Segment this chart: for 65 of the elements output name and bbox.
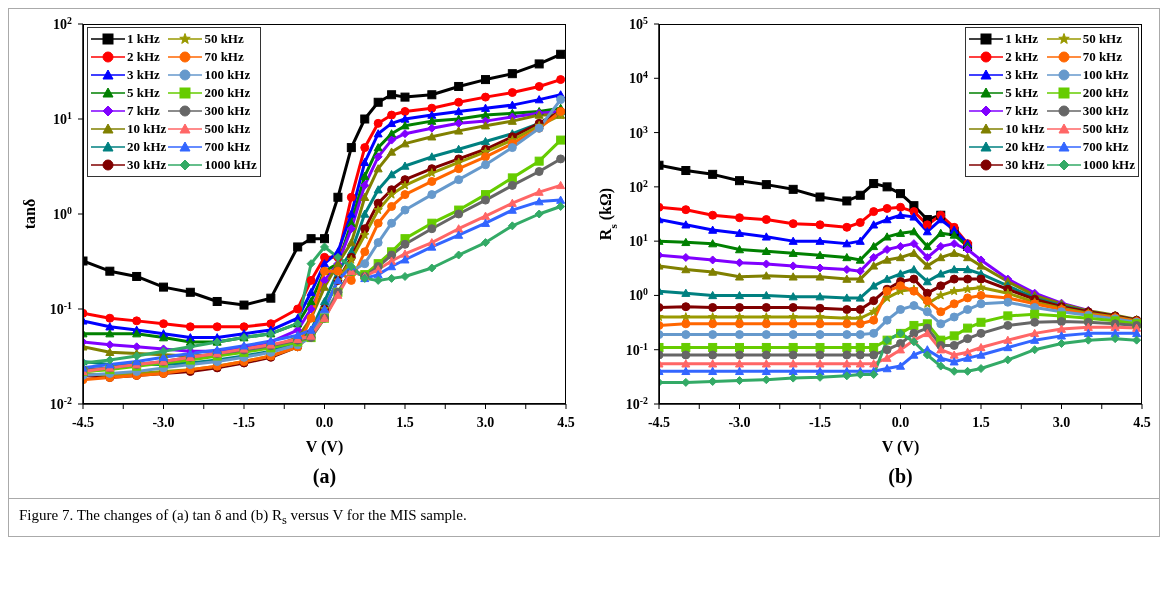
x-tick-label: -1.5 — [808, 415, 832, 430]
legend-label: 2 kHz — [1005, 48, 1039, 66]
legend-label: 3 kHz — [1005, 66, 1039, 84]
legend-label: 70 kHz — [1082, 48, 1122, 66]
y-tick-label: 10$^{3}$ — [629, 123, 649, 141]
x-axis-title: V (V) — [305, 438, 344, 456]
legend-label: 30 kHz — [127, 156, 167, 174]
x-axis-title: V (V) — [881, 438, 920, 456]
x-tick-label: -4.5 — [71, 415, 95, 430]
y-tick-label: 10$^{2}$ — [629, 177, 649, 195]
y-tick-label: 10$^{0}$ — [629, 285, 649, 304]
legend-label: 200 kHz — [1082, 84, 1129, 102]
legend-label: 2 kHz — [127, 48, 160, 66]
legend-label: 30 kHz — [1005, 156, 1045, 174]
y-tick-label: 10$^{5}$ — [629, 14, 649, 32]
x-tick-label: -3.0 — [152, 415, 175, 430]
x-tick-label: 0.0 — [891, 415, 910, 430]
legend-label: 70 kHz — [204, 48, 244, 66]
legend-label: 20 kHz — [127, 138, 167, 156]
y-tick-label: 10$^{-2}$ — [625, 394, 649, 412]
x-tick-label: -1.5 — [232, 415, 256, 430]
y-axis-title: tanδ — [21, 198, 38, 230]
x-tick-label: 4.5 — [557, 415, 575, 430]
y-tick-label: 10$^{1}$ — [629, 231, 649, 250]
legend-label: 7 kHz — [127, 102, 160, 120]
y-tick-label: 10$^{0}$ — [53, 204, 73, 222]
legend-label: 700 kHz — [204, 138, 251, 156]
legend-label: 10 kHz — [1005, 120, 1045, 138]
x-tick-label: 1.5 — [972, 415, 990, 430]
x-tick-label: 3.0 — [476, 415, 495, 430]
x-tick-label: -3.0 — [728, 415, 751, 430]
legend-label: 3 kHz — [127, 66, 160, 84]
legend-label: 300 kHz — [1082, 102, 1129, 120]
legend-label: 5 kHz — [127, 84, 160, 102]
y-tick-label: 10$^{4}$ — [629, 68, 649, 87]
text: (b) — [887, 465, 914, 488]
x-tick-label: 1.5 — [396, 415, 414, 430]
legend-label: 100 kHz — [1082, 66, 1129, 84]
legend-label: 1 kHz — [127, 30, 160, 48]
x-tick-label: 3.0 — [1052, 415, 1071, 430]
legend-label: 500 kHz — [204, 120, 251, 138]
y-tick-label: 10$^{-2}$ — [49, 394, 73, 412]
legend-label: 1000 kHz — [204, 156, 257, 174]
y-tick-label: 10$^{-1}$ — [625, 340, 649, 358]
legend-label: 50 kHz — [204, 30, 244, 48]
x-tick-label: -4.5 — [647, 415, 671, 430]
legend-label: 500 kHz — [1082, 120, 1129, 138]
text: (a) — [311, 465, 338, 488]
x-tick-label: 0.0 — [315, 415, 334, 430]
legend-label: 10 kHz — [127, 120, 167, 138]
y-tick-label: 10$^{2}$ — [53, 14, 73, 32]
legend-label: 1000 kHz — [1082, 156, 1135, 174]
legend-label: 1 kHz — [1005, 30, 1039, 48]
legend-label: 100 kHz — [204, 66, 251, 84]
legend-label: 300 kHz — [204, 102, 251, 120]
legend-label: 7 kHz — [1005, 102, 1039, 120]
x-tick-label: 4.5 — [1133, 415, 1151, 430]
y-tick-label: 10$^{1}$ — [53, 109, 73, 127]
legend-label: 20 kHz — [1005, 138, 1045, 156]
legend-label: 700 kHz — [1082, 138, 1129, 156]
legend-label: 5 kHz — [1005, 84, 1039, 102]
y-tick-label: 10$^{-1}$ — [49, 299, 73, 317]
legend-label: 200 kHz — [204, 84, 251, 102]
legend-label: 50 kHz — [1082, 30, 1122, 48]
caption: Figure 7. The changes of (a) tan δ and (b) R$_{s}$ versus V for the MIS sample. — [9, 498, 1159, 536]
